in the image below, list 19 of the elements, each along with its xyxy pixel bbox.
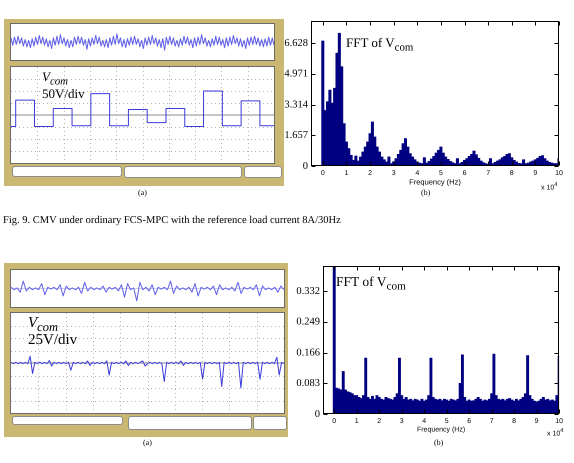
y-tick-label: 4.971 xyxy=(284,68,308,80)
y-tick-label: 3.314 xyxy=(284,99,309,110)
text: FFT of V$_{com}$ xyxy=(336,274,406,293)
text: (b) xyxy=(421,188,430,197)
y-tick-label: 0.249 xyxy=(296,316,320,328)
text: V$_{com}$ xyxy=(28,315,58,334)
y-tick-label: 0.332 xyxy=(296,286,320,297)
y-tick-label: 1.657 xyxy=(284,130,308,142)
text: (a) xyxy=(138,188,147,197)
text: 25V/div xyxy=(28,332,78,348)
text: FFT of V$_{com}$ xyxy=(346,34,414,54)
y-tick-label: 0.083 xyxy=(296,378,320,390)
text: V$_{com}$ xyxy=(42,69,68,88)
text: (a) xyxy=(143,438,152,447)
y-tick-label: 6.628 xyxy=(284,38,308,50)
caption: Fig. 9. CMV under ordinary FCS-MPC with the reference load current 8A/30Hz xyxy=(3,215,341,226)
annotation: 50V/div xyxy=(42,86,85,100)
text: (b) xyxy=(434,438,444,447)
y-tick-label: 0.166 xyxy=(296,347,320,358)
